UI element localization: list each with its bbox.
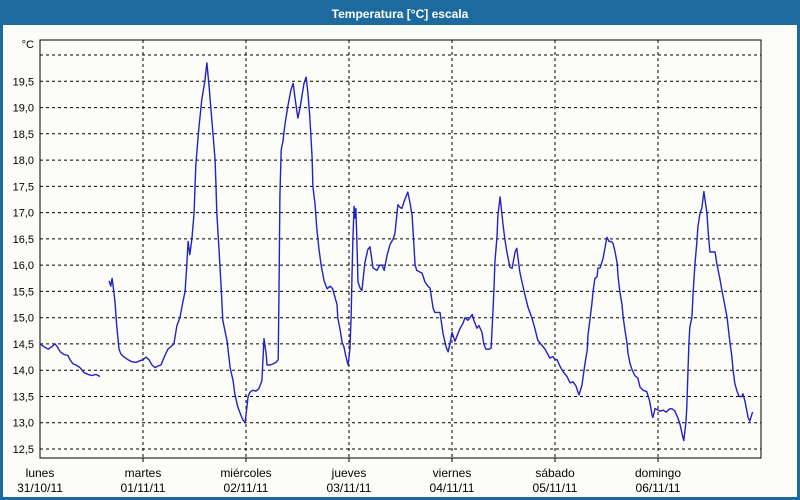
y-axis-unit-label: °C [22, 39, 34, 51]
svg-text:15,5: 15,5 [13, 286, 34, 298]
svg-text:18,5: 18,5 [13, 129, 34, 141]
day-name-label: lunes [26, 466, 55, 480]
day-date-label: 03/11/11 [327, 481, 372, 495]
day-name-label: sábado [535, 466, 575, 480]
window-title: Temperatura [°C] escala [331, 7, 469, 21]
temperature-series-line [39, 343, 101, 378]
svg-text:12,5: 12,5 [13, 444, 34, 456]
svg-text:13,5: 13,5 [13, 392, 34, 404]
day-date-label: 02/11/11 [224, 481, 269, 495]
svg-text:17,5: 17,5 [13, 181, 34, 193]
plot-frame [39, 39, 762, 459]
temperature-series-line [108, 62, 754, 442]
svg-text:18,0: 18,0 [13, 155, 34, 167]
gridlines [40, 40, 761, 458]
svg-text:14,0: 14,0 [13, 365, 34, 377]
day-date-label: 06/11/11 [636, 481, 681, 495]
window-titlebar[interactable]: Temperatura [°C] escala [3, 3, 797, 25]
svg-text:16,0: 16,0 [13, 260, 34, 272]
svg-text:19,0: 19,0 [13, 103, 34, 115]
svg-text:15,0: 15,0 [13, 313, 34, 325]
svg-text:14,5: 14,5 [13, 339, 34, 351]
svg-text:13,0: 13,0 [13, 418, 34, 430]
day-name-label: viernes [433, 466, 472, 480]
svg-text:17,0: 17,0 [13, 208, 34, 220]
day-date-label: 05/11/11 [533, 481, 578, 495]
x-axis-ticks [142, 458, 659, 462]
day-name-label: jueves [331, 466, 367, 480]
day-name-label: domingo [635, 466, 681, 480]
day-date-label: 31/10/11 [17, 481, 63, 495]
temperature-series [39, 62, 754, 442]
y-axis-labels: °C 19,5 19,0 18,5 18,0 17,5 17,0 16,5 16,0 15,5 15… [13, 39, 34, 456]
svg-text:16,5: 16,5 [13, 234, 34, 246]
day-date-label: 01/11/11 [121, 481, 166, 495]
svg-text:19,5: 19,5 [13, 76, 34, 88]
day-name-label: miércoles [220, 466, 271, 480]
day-name-label: martes [125, 466, 162, 480]
day-date-label: 04/11/11 [430, 481, 475, 495]
